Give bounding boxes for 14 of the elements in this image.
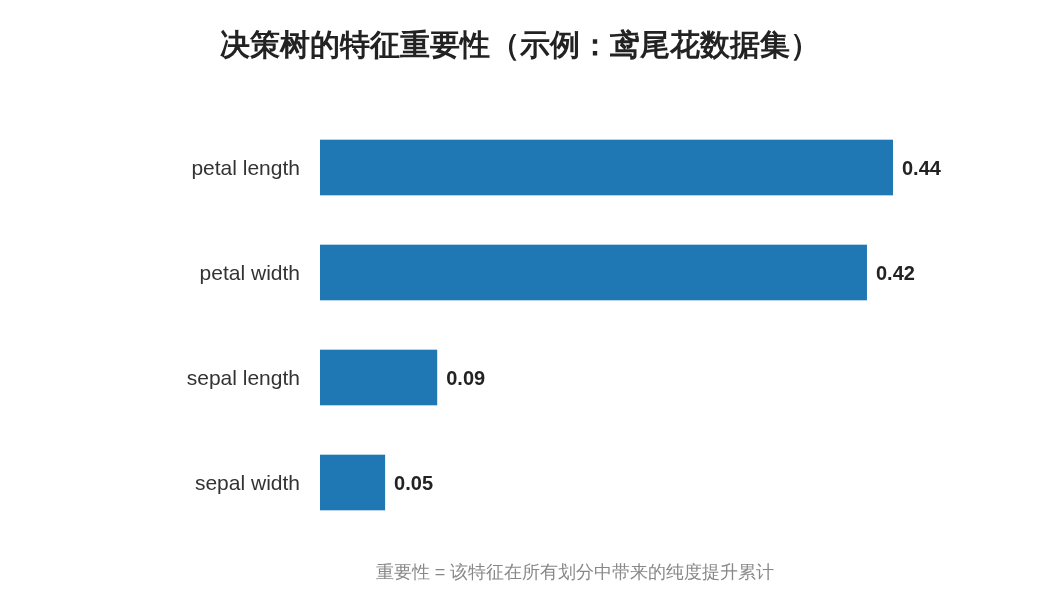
bar bbox=[320, 244, 867, 301]
data-label: 0.05 bbox=[394, 471, 434, 494]
bar bbox=[320, 349, 438, 406]
y-tick-label: petal width bbox=[199, 261, 300, 284]
bar bbox=[320, 139, 893, 196]
chart-title: 决策树的特征重要性（示例：鸢尾花数据集） bbox=[220, 28, 820, 61]
y-tick-label: sepal width bbox=[194, 471, 300, 494]
bar bbox=[320, 454, 386, 511]
text: 重要性 = 该特征在所有划分中带来的纯度提升累计 bbox=[375, 562, 775, 582]
data-label: 0.42 bbox=[875, 261, 915, 284]
data-label: 0.09 bbox=[446, 366, 486, 389]
y-tick-label: petal length bbox=[191, 156, 300, 179]
y-tick-label: sepal length bbox=[186, 366, 300, 389]
data-label: 0.44 bbox=[902, 156, 942, 179]
